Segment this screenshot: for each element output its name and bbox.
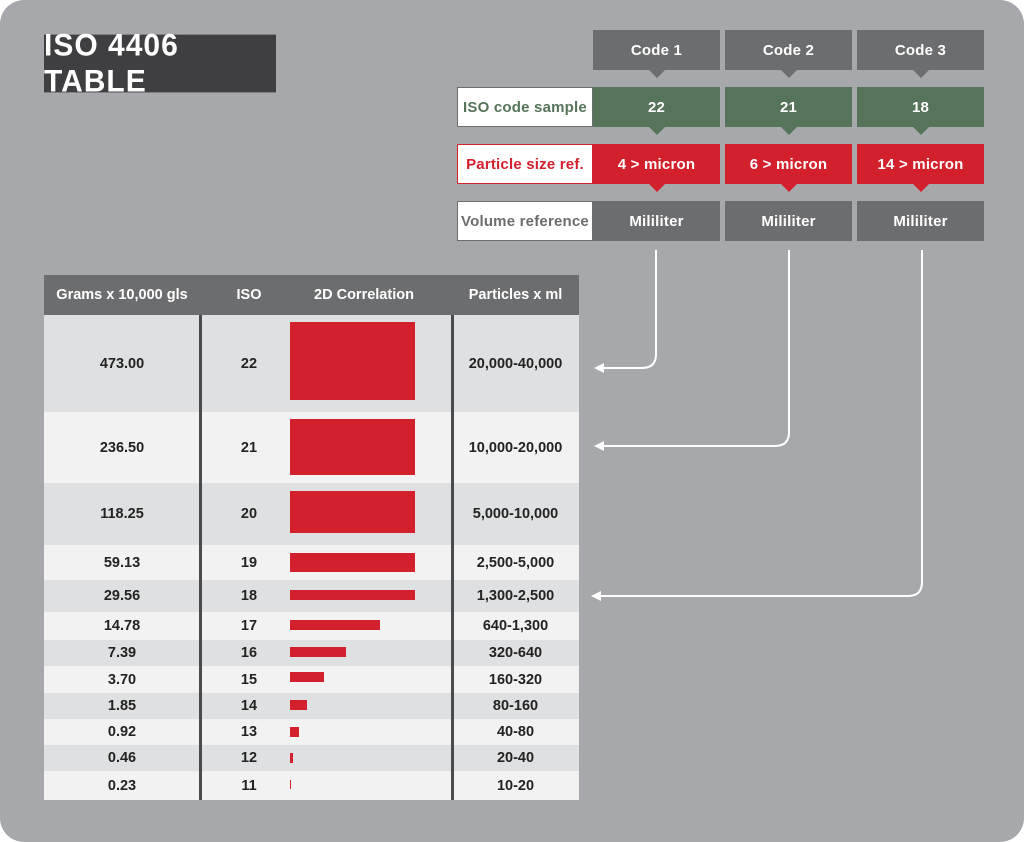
correlation-column-header: 2D Correlation [314, 287, 414, 303]
particles-cell: 10-20 [496, 777, 535, 794]
particles-cell: 1,300-2,500 [476, 588, 555, 604]
iso-cell: 15 [240, 671, 258, 688]
correlation-bar [290, 753, 293, 763]
particle-size-code-2: 6 > micron [725, 144, 852, 192]
iso-cell: 16 [240, 645, 258, 661]
grams-cell: 1.85 [107, 698, 137, 714]
correlation-bar [290, 620, 380, 630]
iso-cell: 18 [240, 588, 258, 604]
correlation-bar [290, 322, 415, 400]
particle-size-code-3: 14 > micron [857, 144, 984, 192]
grams-cell: 118.25 [100, 506, 144, 522]
iso-code-sample-code-3: 18 [857, 87, 984, 135]
iso-cell: 12 [240, 750, 258, 766]
table-row: 29.56 18 1,300-2,500 [44, 580, 579, 612]
grams-cell: 236.50 [99, 439, 145, 456]
iso-cell: 19 [240, 554, 258, 571]
table-row: 0.92 13 40-80 [44, 719, 579, 745]
iso-code-sample-code-2: 21 [725, 87, 852, 135]
table-row: 236.50 21 10,000-20,000 [44, 412, 579, 483]
connector-arrow-code-1 [594, 250, 657, 373]
particles-cell: 40-80 [496, 724, 535, 740]
iso-code-sample-code-1: 22 [593, 87, 720, 135]
connector-arrow-code-2 [594, 250, 790, 451]
column-divider [199, 315, 202, 800]
page-title: ISO 4406 TABLE [44, 28, 276, 98]
code-1-header: Code 1 [593, 30, 720, 78]
particle-size-code-1: 4 > micron [593, 144, 720, 192]
iso-cell: 20 [240, 506, 258, 522]
grams-cell: 0.92 [107, 724, 137, 740]
volume-reference-code-3: Mililiter [857, 201, 984, 241]
table-row: 0.23 11 10-20 [44, 771, 579, 800]
correlation-bar [290, 672, 324, 682]
grams-cell: 0.23 [107, 777, 137, 794]
correlation-bar [290, 727, 299, 737]
particles-cell: 640-1,300 [482, 618, 549, 634]
iso-code-sample-label: ISO code sample [457, 87, 593, 127]
grams-column-header: Grams x 10,000 gls [56, 287, 188, 303]
table-row: 473.00 22 20,000-40,000 [44, 315, 579, 412]
iso-cell: 14 [240, 698, 258, 714]
grams-cell: 7.39 [107, 645, 137, 661]
table-row: 0.46 12 20-40 [44, 745, 579, 771]
grams-cell: 3.70 [107, 671, 137, 688]
correlation-bar [290, 553, 415, 572]
particles-cell: 2,500-5,000 [476, 554, 555, 571]
table-row: 1.85 14 80-160 [44, 693, 579, 719]
table-row: 14.78 17 640-1,300 [44, 612, 579, 640]
particles-cell: 10,000-20,000 [468, 439, 563, 456]
correlation-bar [290, 419, 415, 475]
grams-cell: 29.56 [103, 588, 141, 604]
table-row: 118.25 20 5,000-10,000 [44, 483, 579, 545]
grams-cell: 14.78 [103, 618, 141, 634]
iso-cell: 21 [240, 439, 258, 456]
correlation-bar [290, 647, 346, 657]
particles-cell: 160-320 [488, 671, 543, 688]
particles-cell: 80-160 [492, 698, 539, 714]
iso-cell: 13 [240, 724, 258, 740]
iso-column-header: ISO [236, 287, 262, 303]
particles-column-header: Particles x ml [468, 287, 563, 303]
iso-table: Grams x 10,000 gls ISO 2D Correlation Pa… [44, 275, 579, 800]
correlation-bar [290, 700, 307, 710]
table-row: 3.70 15 160-320 [44, 666, 579, 693]
code-2-header: Code 2 [725, 30, 852, 78]
table-row: 59.13 19 2,500-5,000 [44, 545, 579, 580]
particle-size-ref-label: Particle size ref. [457, 144, 593, 184]
particles-cell: 20-40 [496, 750, 535, 766]
particles-cell: 20,000-40,000 [468, 355, 563, 372]
iso-cell: 17 [240, 618, 258, 634]
correlation-bar [290, 491, 415, 533]
iso-cell: 22 [240, 355, 258, 372]
correlation-bar [290, 590, 415, 600]
connector-arrow-code-3 [591, 250, 923, 601]
column-divider [451, 315, 454, 800]
table-header: Grams x 10,000 gls ISO 2D Correlation Pa… [44, 275, 579, 315]
grams-cell: 0.46 [107, 750, 137, 766]
table-row: 7.39 16 320-640 [44, 640, 579, 666]
volume-reference-label: Volume reference [457, 201, 593, 241]
table-body: 473.00 22 20,000-40,000 236.50 21 10,000-20,0… [44, 315, 579, 800]
volume-reference-code-2: Mililiter [725, 201, 852, 241]
particles-cell: 5,000-10,000 [472, 506, 559, 522]
iso-cell: 11 [241, 777, 257, 794]
correlation-bar [290, 780, 291, 789]
grams-cell: 473.00 [99, 355, 145, 372]
grams-cell: 59.13 [103, 554, 141, 571]
code-3-header: Code 3 [857, 30, 984, 78]
particles-cell: 320-640 [488, 645, 543, 661]
volume-reference-code-1: Mililiter [593, 201, 720, 241]
